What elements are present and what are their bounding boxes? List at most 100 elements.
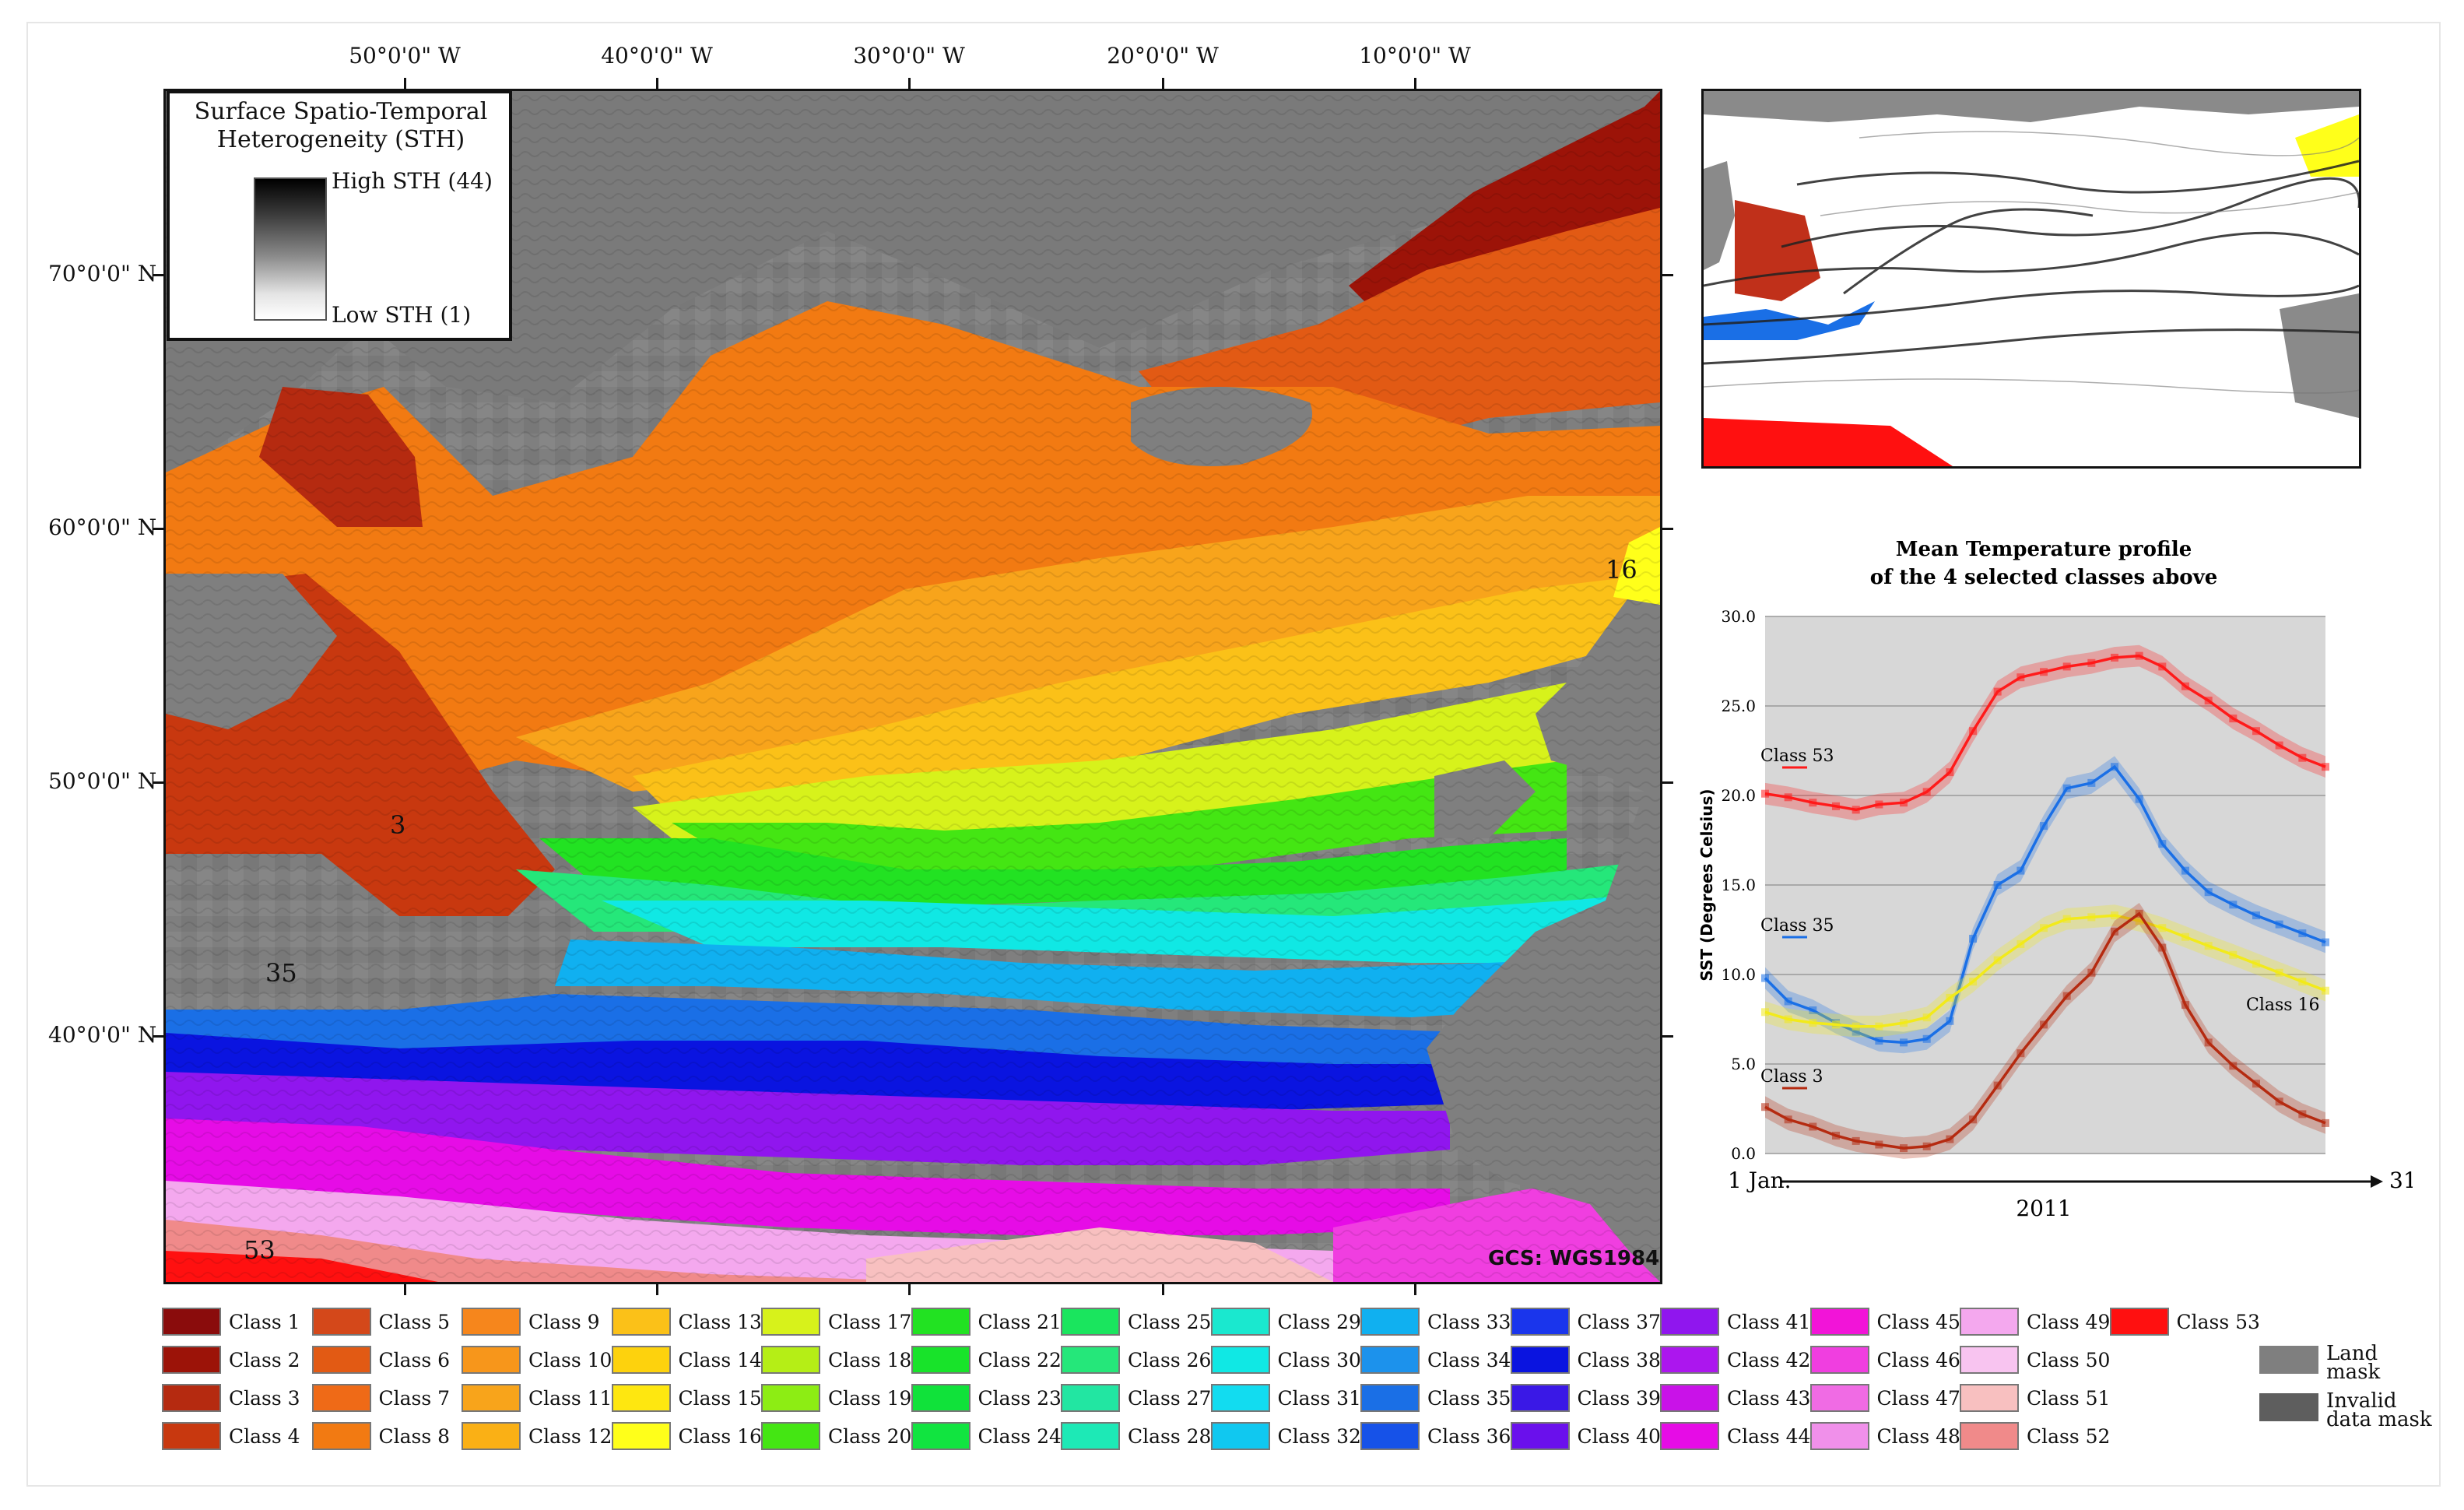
legend-swatch [2259,1346,2318,1374]
legend-label: Class 33 [1427,1311,1511,1333]
legend-label: Class 37 [1577,1311,1661,1333]
tick [404,1284,406,1295]
series-point [2181,932,2189,941]
legend-swatch [911,1422,971,1450]
series-point [1784,1115,1792,1124]
y-tick-label: 25.0 [1721,697,1756,715]
legend-label: Class 15 [678,1387,762,1410]
legend-label: Class 23 [978,1387,1062,1410]
legend-swatch [611,1422,671,1450]
legend-swatch [311,1422,371,1450]
series-point [2087,778,2096,787]
tick [1162,1284,1164,1295]
series-point [1875,1022,1883,1031]
legend-swatch [761,1422,820,1450]
series-point [1969,727,1978,736]
series-point [2158,840,2167,848]
legend-label: Class 16 [678,1425,762,1448]
legend-swatch [1360,1346,1420,1374]
legend-label: Class 42 [1727,1349,1811,1371]
series-point [2204,888,2213,897]
lon-label-50w: 50°0'0" W [349,43,461,68]
series-point [2111,653,2119,662]
series-point [2111,763,2119,771]
legend-swatch [1660,1384,1719,1412]
legend-label: Class 9 [528,1311,600,1333]
lat-label-60n: 60°0'0" N [48,514,157,540]
legend-label: Class 47 [1876,1387,1960,1410]
chart-title-line1: Mean Temperature profile [1896,538,2192,561]
legend-swatch [1510,1384,1570,1412]
legend-label: Class 46 [1876,1349,1960,1371]
tick [1414,1284,1416,1295]
series-point [2229,1062,2238,1070]
legend-swatch [911,1384,971,1412]
series-point [2181,866,2189,875]
series-point [2252,727,2260,736]
legend-swatch [1809,1346,1869,1374]
series-lines [1761,644,2329,1159]
tick [656,1284,658,1295]
sth-high-label: High STH (44) [332,168,493,194]
series-point [2135,909,2143,918]
series-point [1831,1020,1840,1029]
legend-label: Class 40 [1577,1425,1661,1448]
y-tick-label: 30.0 [1721,607,1756,626]
series-point [2040,668,2048,676]
series-point [1900,1144,1908,1153]
temperature-profile-chart: Mean Temperature profile of the 4 select… [1681,529,2413,1230]
series-point [1761,1008,1769,1017]
series-point [2275,920,2283,929]
series-point [1852,1136,1860,1145]
legend-label: Class 7 [378,1387,451,1410]
series-point [2275,968,2283,977]
legend-swatch [1061,1422,1120,1450]
series-point [1969,1115,1978,1124]
sth-legend: Surface Spatio-Temporal Heterogeneity (S… [167,90,512,341]
tick [1662,1035,1673,1038]
legend-label: Class 26 [1128,1349,1212,1371]
legend-swatch [761,1346,820,1374]
legend-swatch [1360,1422,1420,1450]
chart-title-line2: of the 4 selected classes above [1870,566,2218,589]
legend-swatch [1360,1308,1420,1336]
legend-label: Class 19 [828,1387,912,1410]
lat-label-50n: 50°0'0" N [48,768,157,794]
series-point [2229,715,2238,723]
legend-label: Class 12 [528,1425,612,1448]
class-number-16: 16 [1606,555,1637,585]
series-point [2298,753,2307,762]
legend-label: Class 2 [229,1349,300,1371]
legend-swatch [2109,1308,2169,1336]
series-point [2087,968,2096,977]
series-point [2322,938,2329,946]
legend-label: Class 32 [1277,1425,1361,1448]
legend-label: Class 48 [1876,1425,1960,1448]
series-point [2298,1110,2307,1118]
legend-swatch [162,1422,221,1450]
series-point [1993,881,2002,889]
legend-label: Class 21 [978,1311,1062,1333]
legend-label: Class 36 [1427,1425,1511,1448]
series-point [1809,1006,1817,1014]
tick [404,78,406,89]
legend-swatch [1510,1422,1570,1450]
legend-swatch [311,1346,371,1374]
series-point [2181,682,2189,690]
legend-swatch [1061,1308,1120,1336]
legend-label: Class 51 [2027,1387,2111,1410]
tick [153,781,163,784]
legend-label: Class 10 [528,1349,612,1371]
class-legend: Class 1 Class 2 Class 3 Class 4 Class 5 Class… [162,1308,2432,1456]
legend-swatch [462,1384,521,1412]
series-point [1784,1015,1792,1024]
legend-swatch [1210,1422,1270,1450]
series-point [1809,1019,1817,1027]
legend-swatch [162,1384,221,1412]
series-point [2275,1097,2283,1106]
series-point [2158,943,2167,952]
legend-label: Class 11 [528,1387,612,1410]
series-point [2135,917,2143,925]
legend-swatch [1360,1384,1420,1412]
legend-swatch [1210,1308,1270,1336]
